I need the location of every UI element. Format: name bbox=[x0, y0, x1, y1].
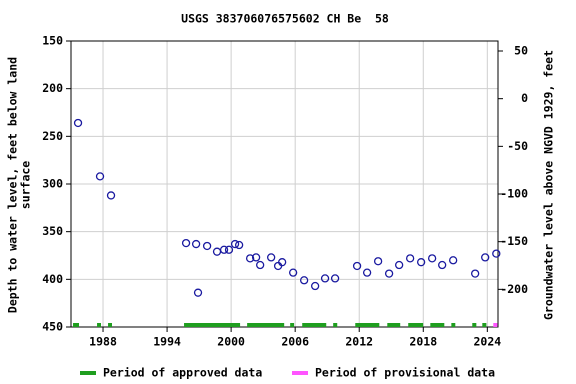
data-point bbox=[234, 240, 244, 250]
data-point bbox=[202, 241, 212, 251]
x-tick-label: 1988 bbox=[89, 335, 117, 349]
data-point bbox=[438, 260, 447, 270]
y-tick-label: 450 bbox=[42, 320, 63, 334]
plot-frame bbox=[70, 40, 499, 328]
data-point bbox=[106, 191, 116, 200]
data-point bbox=[384, 269, 394, 278]
data-point bbox=[373, 257, 383, 266]
data-point bbox=[427, 254, 437, 263]
y2-tick-label: 0 bbox=[521, 91, 528, 105]
data-point bbox=[416, 258, 426, 267]
data-point bbox=[181, 238, 191, 248]
y2-tick-label: -50 bbox=[507, 139, 528, 153]
y2-tick-label: 50 bbox=[514, 44, 528, 58]
y-tick-label: 400 bbox=[42, 272, 63, 286]
period-bar bbox=[408, 323, 424, 327]
data-point bbox=[224, 245, 234, 254]
period-bar bbox=[333, 323, 338, 327]
y2-tick-label: -100 bbox=[500, 187, 528, 201]
period-bar bbox=[73, 323, 80, 327]
y-axis-label: surface bbox=[19, 161, 33, 210]
data-point bbox=[73, 118, 83, 128]
data-point bbox=[492, 249, 501, 258]
period-bar bbox=[355, 323, 380, 327]
y2-tick-label: -150 bbox=[500, 234, 528, 248]
data-point bbox=[481, 253, 490, 262]
period-bar bbox=[493, 323, 498, 327]
data-point bbox=[256, 260, 265, 270]
data-point bbox=[278, 258, 287, 267]
period-bar bbox=[482, 323, 487, 327]
x-tick-label: 2006 bbox=[281, 335, 309, 349]
data-point bbox=[193, 288, 203, 297]
data-point bbox=[245, 254, 255, 263]
data-point bbox=[362, 268, 372, 277]
y-tick-label: 250 bbox=[42, 129, 63, 143]
data-point bbox=[95, 172, 105, 181]
data-point bbox=[230, 239, 240, 249]
data-point bbox=[449, 256, 458, 265]
y2-axis-label: Groundwater level above NGVD 1929, feet bbox=[542, 50, 556, 320]
period-bar bbox=[430, 323, 445, 327]
period-bar bbox=[184, 323, 241, 327]
chart-title: USGS 383706076575602 CH Be 58 bbox=[181, 12, 389, 26]
x-tick-label: 1994 bbox=[153, 335, 181, 349]
data-point bbox=[405, 254, 415, 263]
y-tick-label: 350 bbox=[42, 224, 63, 238]
x-tick-label: 2000 bbox=[217, 335, 245, 349]
period-bar bbox=[247, 323, 285, 327]
y-axis-label: Depth to water level, feet below land bbox=[6, 57, 20, 313]
x-tick-label: 2018 bbox=[409, 335, 437, 349]
legend-label: Period of approved data bbox=[103, 366, 262, 380]
period-bar bbox=[97, 323, 101, 327]
data-point bbox=[299, 276, 309, 285]
data-point bbox=[212, 247, 222, 256]
y-tick-label: 150 bbox=[42, 34, 63, 48]
data-point bbox=[267, 253, 276, 262]
y2-tick-label: -200 bbox=[500, 282, 528, 296]
data-point bbox=[330, 274, 340, 283]
data-point bbox=[219, 245, 229, 254]
period-bar bbox=[108, 323, 112, 327]
period-bar bbox=[472, 323, 477, 327]
period-bar bbox=[290, 323, 295, 327]
period-bar bbox=[302, 323, 327, 327]
x-tick-label: 2024 bbox=[473, 335, 501, 349]
period-bar bbox=[451, 323, 456, 327]
y-tick-label: 200 bbox=[42, 81, 63, 95]
data-point bbox=[320, 274, 330, 283]
data-point bbox=[288, 268, 298, 277]
data-point bbox=[394, 260, 404, 270]
data-point bbox=[310, 281, 320, 291]
period-bar bbox=[387, 323, 401, 327]
data-point bbox=[251, 253, 261, 262]
legend-label: Period of provisional data bbox=[315, 366, 495, 380]
data-point bbox=[191, 239, 201, 249]
data-point bbox=[471, 269, 480, 278]
y-tick-label: 300 bbox=[42, 177, 63, 191]
x-tick-label: 2012 bbox=[345, 335, 373, 349]
data-point bbox=[352, 261, 362, 271]
